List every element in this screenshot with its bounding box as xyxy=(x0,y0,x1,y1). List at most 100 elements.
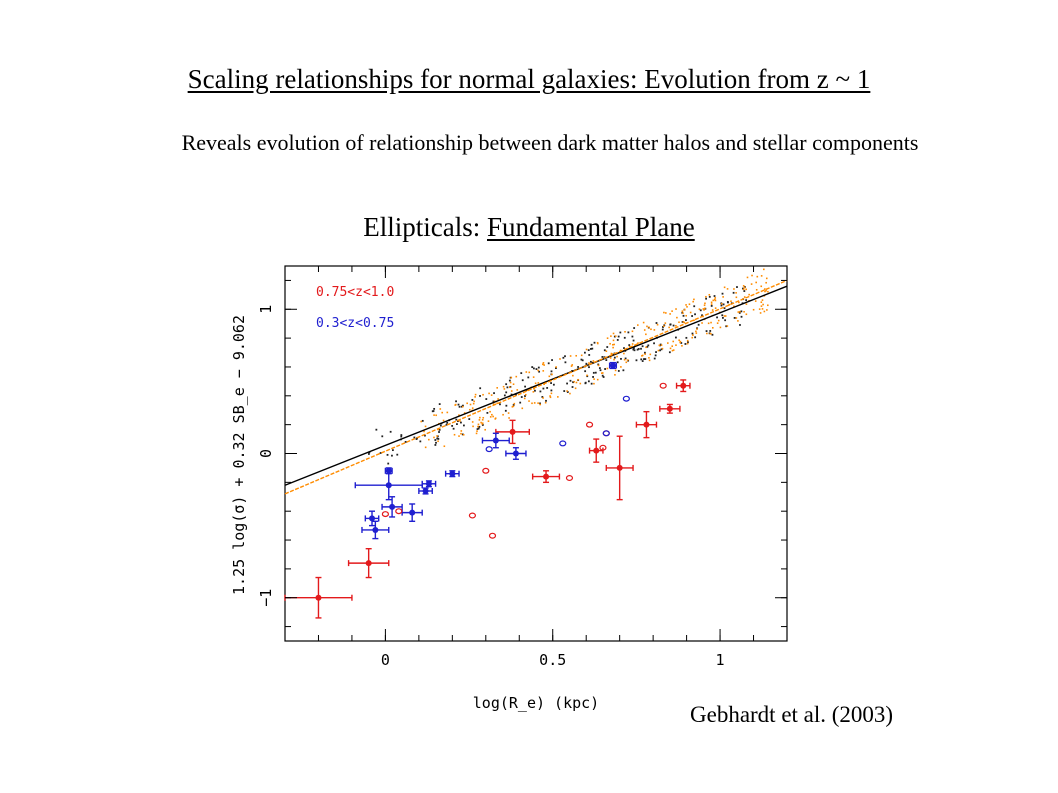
local-sample-dot-orange xyxy=(443,445,446,448)
local-sample-dot-orange xyxy=(678,321,680,324)
local-sample-dot xyxy=(437,437,440,440)
local-sample-dot-orange xyxy=(704,302,706,305)
local-sample-dot-orange xyxy=(612,339,615,342)
local-sample-dot xyxy=(387,462,390,465)
local-sample-dot-orange xyxy=(513,402,516,405)
local-sample-dot xyxy=(624,357,627,360)
local-sample-dot xyxy=(713,295,716,297)
local-sample-dot-orange xyxy=(710,303,713,305)
local-sample-dot-orange xyxy=(605,350,608,352)
point-red xyxy=(593,447,600,454)
local-sample-dot-orange xyxy=(502,385,505,388)
local-sample-dot-orange xyxy=(716,322,719,324)
point-blue xyxy=(512,450,519,457)
local-sample-dot-orange xyxy=(686,342,689,345)
local-sample-dot xyxy=(685,336,688,339)
local-sample-dot xyxy=(438,403,441,405)
local-sample-dot xyxy=(581,359,584,362)
local-sample-dot xyxy=(434,444,437,446)
local-sample-dot-orange xyxy=(493,400,496,403)
local-sample-dot-orange xyxy=(593,378,595,380)
local-sample-dot xyxy=(586,375,589,378)
y-axis-label: 1.25 log(σ) + 0.32 SB_e − 9.062 xyxy=(230,315,248,595)
local-sample-dot xyxy=(592,371,595,374)
legend-entry-red: 0.75<z<1.0 xyxy=(316,285,394,300)
local-sample-dot xyxy=(662,326,664,328)
point-red xyxy=(315,594,322,601)
local-sample-dot xyxy=(724,319,727,322)
local-sample-dot-orange xyxy=(679,340,682,343)
local-sample-dot-orange xyxy=(542,397,544,399)
local-sample-dot-orange xyxy=(760,285,763,288)
point-blue xyxy=(609,362,616,369)
local-sample-dot-orange xyxy=(531,402,533,405)
local-sample-dot-orange xyxy=(703,304,706,307)
local-sample-dot-orange xyxy=(472,402,475,405)
local-sample-dot xyxy=(722,303,725,306)
local-sample-dot-orange xyxy=(512,383,515,386)
local-sample-dot-orange xyxy=(763,268,765,271)
local-sample-dot-orange xyxy=(528,371,531,374)
local-sample-dot xyxy=(716,316,718,319)
local-sample-dot-orange xyxy=(601,372,603,374)
local-sample-dot-orange xyxy=(463,412,466,414)
local-sample-dot-orange xyxy=(525,393,527,396)
local-sample-dot-orange xyxy=(672,349,675,351)
legend-entry-blue: 0.3<z<0.75 xyxy=(316,316,394,331)
local-sample-dot-orange xyxy=(645,346,647,349)
point-red xyxy=(666,405,673,412)
local-sample-dot xyxy=(617,370,620,372)
local-sample-dot-orange xyxy=(739,310,741,313)
local-sample-dot xyxy=(415,438,418,440)
point-blue xyxy=(422,488,429,494)
local-sample-dot-orange xyxy=(544,401,547,404)
local-sample-dot-orange xyxy=(420,420,422,423)
local-sample-dot xyxy=(705,330,708,332)
local-sample-dot xyxy=(505,391,508,394)
local-sample-dot xyxy=(512,404,515,406)
local-sample-dot xyxy=(623,347,625,350)
local-sample-dot xyxy=(457,403,460,406)
local-sample-dot-orange xyxy=(497,398,499,400)
local-sample-dot-orange xyxy=(616,355,618,358)
local-sample-dot xyxy=(694,336,697,339)
local-sample-dot-orange xyxy=(758,308,761,310)
local-sample-dot xyxy=(588,354,591,356)
local-sample-dot-orange xyxy=(579,382,582,385)
local-sample-dot xyxy=(594,371,597,374)
local-sample-dot xyxy=(519,401,522,404)
fundamental-plane-link[interactable]: Fundamental Plane xyxy=(487,212,695,242)
local-sample-dot-orange xyxy=(458,414,460,416)
local-sample-dot xyxy=(647,344,650,347)
local-sample-dot xyxy=(699,309,702,312)
local-sample-dot-orange xyxy=(692,300,694,303)
local-sample-dot xyxy=(604,368,606,370)
local-sample-dot xyxy=(572,381,574,384)
local-sample-dot-orange xyxy=(708,293,711,296)
local-sample-dot-orange xyxy=(698,308,701,310)
local-sample-dot-orange xyxy=(722,296,724,298)
local-sample-dot xyxy=(585,362,588,365)
local-sample-dot-orange xyxy=(423,430,425,433)
local-sample-dot-orange xyxy=(742,288,745,291)
local-sample-dot-orange xyxy=(623,352,625,355)
local-sample-dot-orange xyxy=(710,301,713,304)
local-sample-dot xyxy=(627,331,630,334)
local-sample-dot-orange xyxy=(763,288,766,290)
local-sample-dot xyxy=(641,345,644,348)
local-sample-dot-orange xyxy=(507,412,510,414)
local-sample-dot xyxy=(434,439,437,441)
local-sample-dot xyxy=(640,347,642,350)
local-sample-dot xyxy=(477,427,480,430)
local-sample-dot-orange xyxy=(765,277,768,280)
local-sample-dot xyxy=(659,343,662,346)
local-sample-dot-orange xyxy=(521,407,524,410)
local-sample-dot xyxy=(539,390,542,393)
local-sample-dot-orange xyxy=(510,376,513,379)
local-sample-dot-orange xyxy=(460,430,463,432)
local-sample-dot xyxy=(682,314,685,317)
local-sample-dot-orange xyxy=(477,423,480,426)
local-sample-dot-orange xyxy=(490,394,493,396)
local-sample-dot xyxy=(503,394,506,397)
